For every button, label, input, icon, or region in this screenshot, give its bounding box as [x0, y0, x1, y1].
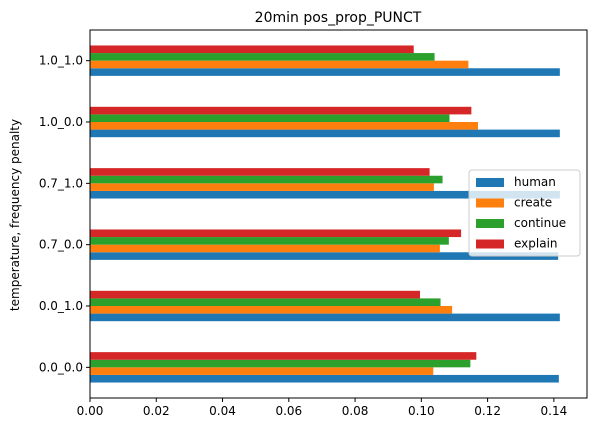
- x-tick-label: 0.10: [408, 404, 435, 418]
- legend-label-continue: continue: [514, 216, 566, 230]
- legend: human create continue explain: [468, 169, 581, 257]
- bar-create-0.0_0.0: [90, 367, 434, 375]
- legend-box: [468, 169, 581, 257]
- bar-continue-0.0_1.0: [90, 298, 441, 306]
- bar-explain-0.7_1.0: [90, 168, 430, 176]
- x-tick-label: 0.08: [342, 404, 369, 418]
- x-tick-label: 0.14: [541, 404, 568, 418]
- bar-create-1.0_1.0: [90, 60, 469, 69]
- bar-human-0.0_0.0: [90, 374, 559, 383]
- bar-explain-1.0_0.0: [90, 106, 472, 115]
- y-tick-label: 0.7_1.0: [39, 176, 83, 190]
- legend-label-explain: explain: [514, 237, 558, 251]
- bar-human-1.0_0.0: [90, 129, 560, 138]
- legend-swatch-human: [476, 178, 504, 187]
- bar-continue-0.7_1.0: [90, 175, 443, 184]
- chart-title: 20min pos_prop_PUNCT: [255, 10, 422, 26]
- bar-explain-0.7_0.0: [90, 229, 462, 238]
- bars-group: [90, 45, 560, 383]
- y-tick-label: 1.0_1.0: [39, 54, 83, 68]
- legend-swatch-explain: [476, 239, 504, 249]
- bar-explain-1.0_1.0: [90, 45, 414, 54]
- x-tick-label: 0.02: [143, 404, 170, 418]
- axes-group: 0.00 0.02 0.04 0.06 0.08 0.10 0.12 0.14 0.0_0.0 0…: [39, 29, 588, 418]
- legend-swatch-create: [476, 198, 504, 208]
- bar-human-1.0_1.0: [90, 68, 560, 76]
- y-axis-label: temperature, frequency penalty: [8, 119, 22, 311]
- bar-create-1.0_0.0: [90, 122, 478, 130]
- legend-label-create: create: [514, 196, 552, 210]
- bar-human-0.7_0.0: [90, 252, 559, 260]
- bar-human-0.7_1.0: [90, 190, 560, 199]
- x-tick-label: 0.04: [209, 404, 236, 418]
- legend-label-human: human: [514, 175, 556, 189]
- x-tick-label: 0.00: [77, 404, 104, 418]
- x-tick-label: 0.06: [275, 404, 302, 418]
- bar-human-0.0_1.0: [90, 313, 560, 322]
- y-tick-label: 0.7_0.0: [39, 238, 83, 252]
- bar-create-0.7_1.0: [90, 183, 434, 191]
- legend-swatch-continue: [476, 219, 504, 228]
- y-tick-label: 0.0_0.0: [39, 360, 83, 374]
- bar-create-0.7_0.0: [90, 244, 440, 253]
- y-tick-label: 1.0_0.0: [39, 115, 83, 129]
- bar-continue-0.0_0.0: [90, 359, 471, 368]
- bar-explain-0.0_0.0: [90, 352, 477, 360]
- x-tick-label: 0.12: [474, 404, 501, 418]
- bar-continue-1.0_0.0: [90, 114, 450, 122]
- y-tick-label: 0.0_1.0: [39, 299, 83, 313]
- plot-frame: [89, 29, 588, 399]
- bar-continue-0.7_0.0: [90, 237, 449, 245]
- bar-explain-0.0_1.0: [90, 290, 421, 299]
- bar-create-0.0_1.0: [90, 306, 453, 314]
- bar-continue-1.0_1.0: [90, 53, 435, 61]
